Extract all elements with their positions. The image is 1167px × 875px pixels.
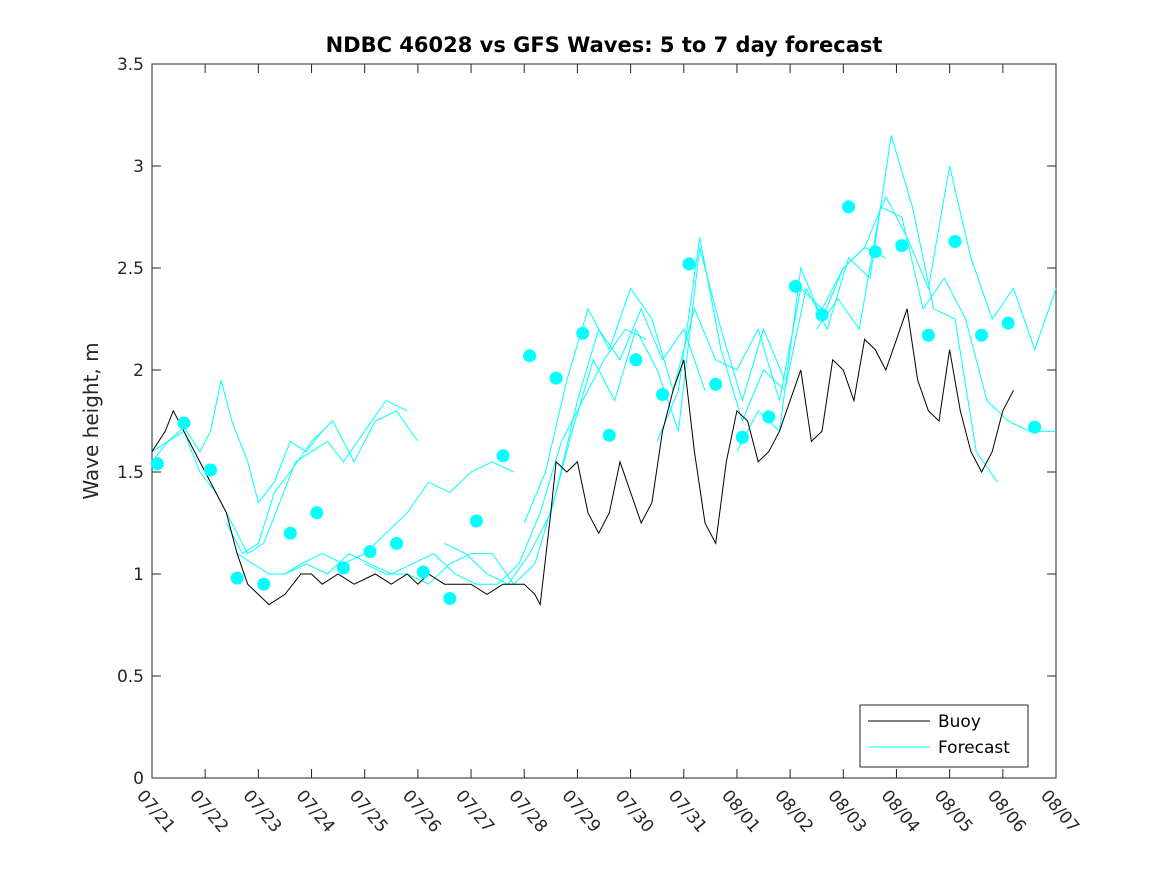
forecast-series-line xyxy=(225,410,419,555)
forecast-point xyxy=(975,328,989,342)
y-tick-label: 3 xyxy=(133,157,144,177)
x-tick-label: 07/26 xyxy=(398,786,445,836)
x-tick-label: 07/30 xyxy=(611,786,658,836)
legend-forecast-label: Forecast xyxy=(938,738,1010,758)
y-tick-label: 2 xyxy=(133,361,144,381)
y-axis-label: Wave height, m xyxy=(79,342,103,499)
forecast-point xyxy=(204,463,217,477)
x-tick-label: 07/22 xyxy=(185,786,232,836)
forecast-series-line xyxy=(736,165,1057,452)
forecast-point xyxy=(842,200,856,214)
forecast-series-line xyxy=(284,328,647,585)
forecast-point xyxy=(283,526,297,540)
x-tick-label: 08/04 xyxy=(877,786,924,836)
legend-buoy-label: Buoy xyxy=(938,712,981,732)
forecast-point xyxy=(230,571,244,585)
x-tick-label: 07/31 xyxy=(664,786,711,836)
forecast-point xyxy=(363,545,377,559)
legend: Buoy Forecast xyxy=(859,704,1029,768)
y-tick-label: 0 xyxy=(133,769,144,789)
buoy-line xyxy=(151,308,1014,607)
forecast-point xyxy=(868,245,882,259)
forecast-point xyxy=(416,565,430,579)
x-tick-label: 08/03 xyxy=(823,786,870,836)
forecast-series-line xyxy=(151,399,408,555)
legend-box xyxy=(859,704,1029,768)
forecast-point xyxy=(735,430,749,444)
y-tick-label: 0.5 xyxy=(117,667,144,687)
forecast-point xyxy=(257,577,271,591)
y-tick-label: 3.5 xyxy=(117,55,144,75)
forecast-point xyxy=(150,457,164,471)
forecast-series-line xyxy=(444,247,786,585)
forecast-point xyxy=(629,353,643,367)
forecast-series-line xyxy=(816,206,1056,432)
forecast-point xyxy=(921,328,935,342)
forecast-point xyxy=(948,235,962,248)
forecast-point xyxy=(709,377,723,391)
forecast-point xyxy=(523,349,537,363)
x-tick-label: 07/23 xyxy=(239,786,286,836)
forecast-point xyxy=(656,388,669,401)
forecast-point xyxy=(177,416,191,430)
forecast-point xyxy=(549,371,563,385)
forecast-point xyxy=(310,506,324,520)
forecast-series-line xyxy=(523,246,887,524)
forecast-point xyxy=(1028,420,1042,434)
forecast-point xyxy=(682,257,696,271)
x-tick-label: 07/28 xyxy=(504,786,551,836)
forecast-point xyxy=(1001,316,1015,330)
x-tick-label: 07/29 xyxy=(558,786,605,836)
forecast-point xyxy=(576,326,590,340)
forecast-point xyxy=(336,561,350,575)
forecast-point xyxy=(469,514,483,528)
forecast-point xyxy=(390,536,404,550)
forecast-point xyxy=(895,239,909,253)
x-tick-label: 08/06 xyxy=(983,786,1030,836)
y-tick-label: 2.5 xyxy=(117,259,144,279)
y-tick-label: 1 xyxy=(133,565,144,585)
x-tick-label: 08/07 xyxy=(1036,786,1083,836)
forecast-point xyxy=(788,279,802,293)
x-tick-label: 07/27 xyxy=(451,786,498,836)
forecast-points xyxy=(150,200,1042,605)
forecast-point xyxy=(443,592,457,605)
forecast-point xyxy=(815,308,829,322)
x-tick-label: 08/01 xyxy=(717,786,764,836)
x-tick-label: 08/02 xyxy=(770,786,817,836)
forecast-series-line xyxy=(656,135,998,483)
x-tick-label: 07/21 xyxy=(132,786,179,836)
y-tick-label: 1.5 xyxy=(117,463,144,483)
x-tick-label: 07/25 xyxy=(345,786,392,836)
x-tick-label: 08/05 xyxy=(930,786,977,836)
y-ticks: 0 0.5 1 1.5 2 2.5 3 3.5 xyxy=(117,55,1056,789)
forecast-point xyxy=(762,410,776,424)
x-tick-label: 07/24 xyxy=(292,786,339,836)
forecast-point xyxy=(602,428,616,442)
chart-title: NDBC 46028 vs GFS Waves: 5 to 7 day fore… xyxy=(326,33,883,57)
buoy-series-line xyxy=(151,308,1014,607)
plot-area xyxy=(151,63,1057,779)
forecast-point xyxy=(496,449,510,463)
